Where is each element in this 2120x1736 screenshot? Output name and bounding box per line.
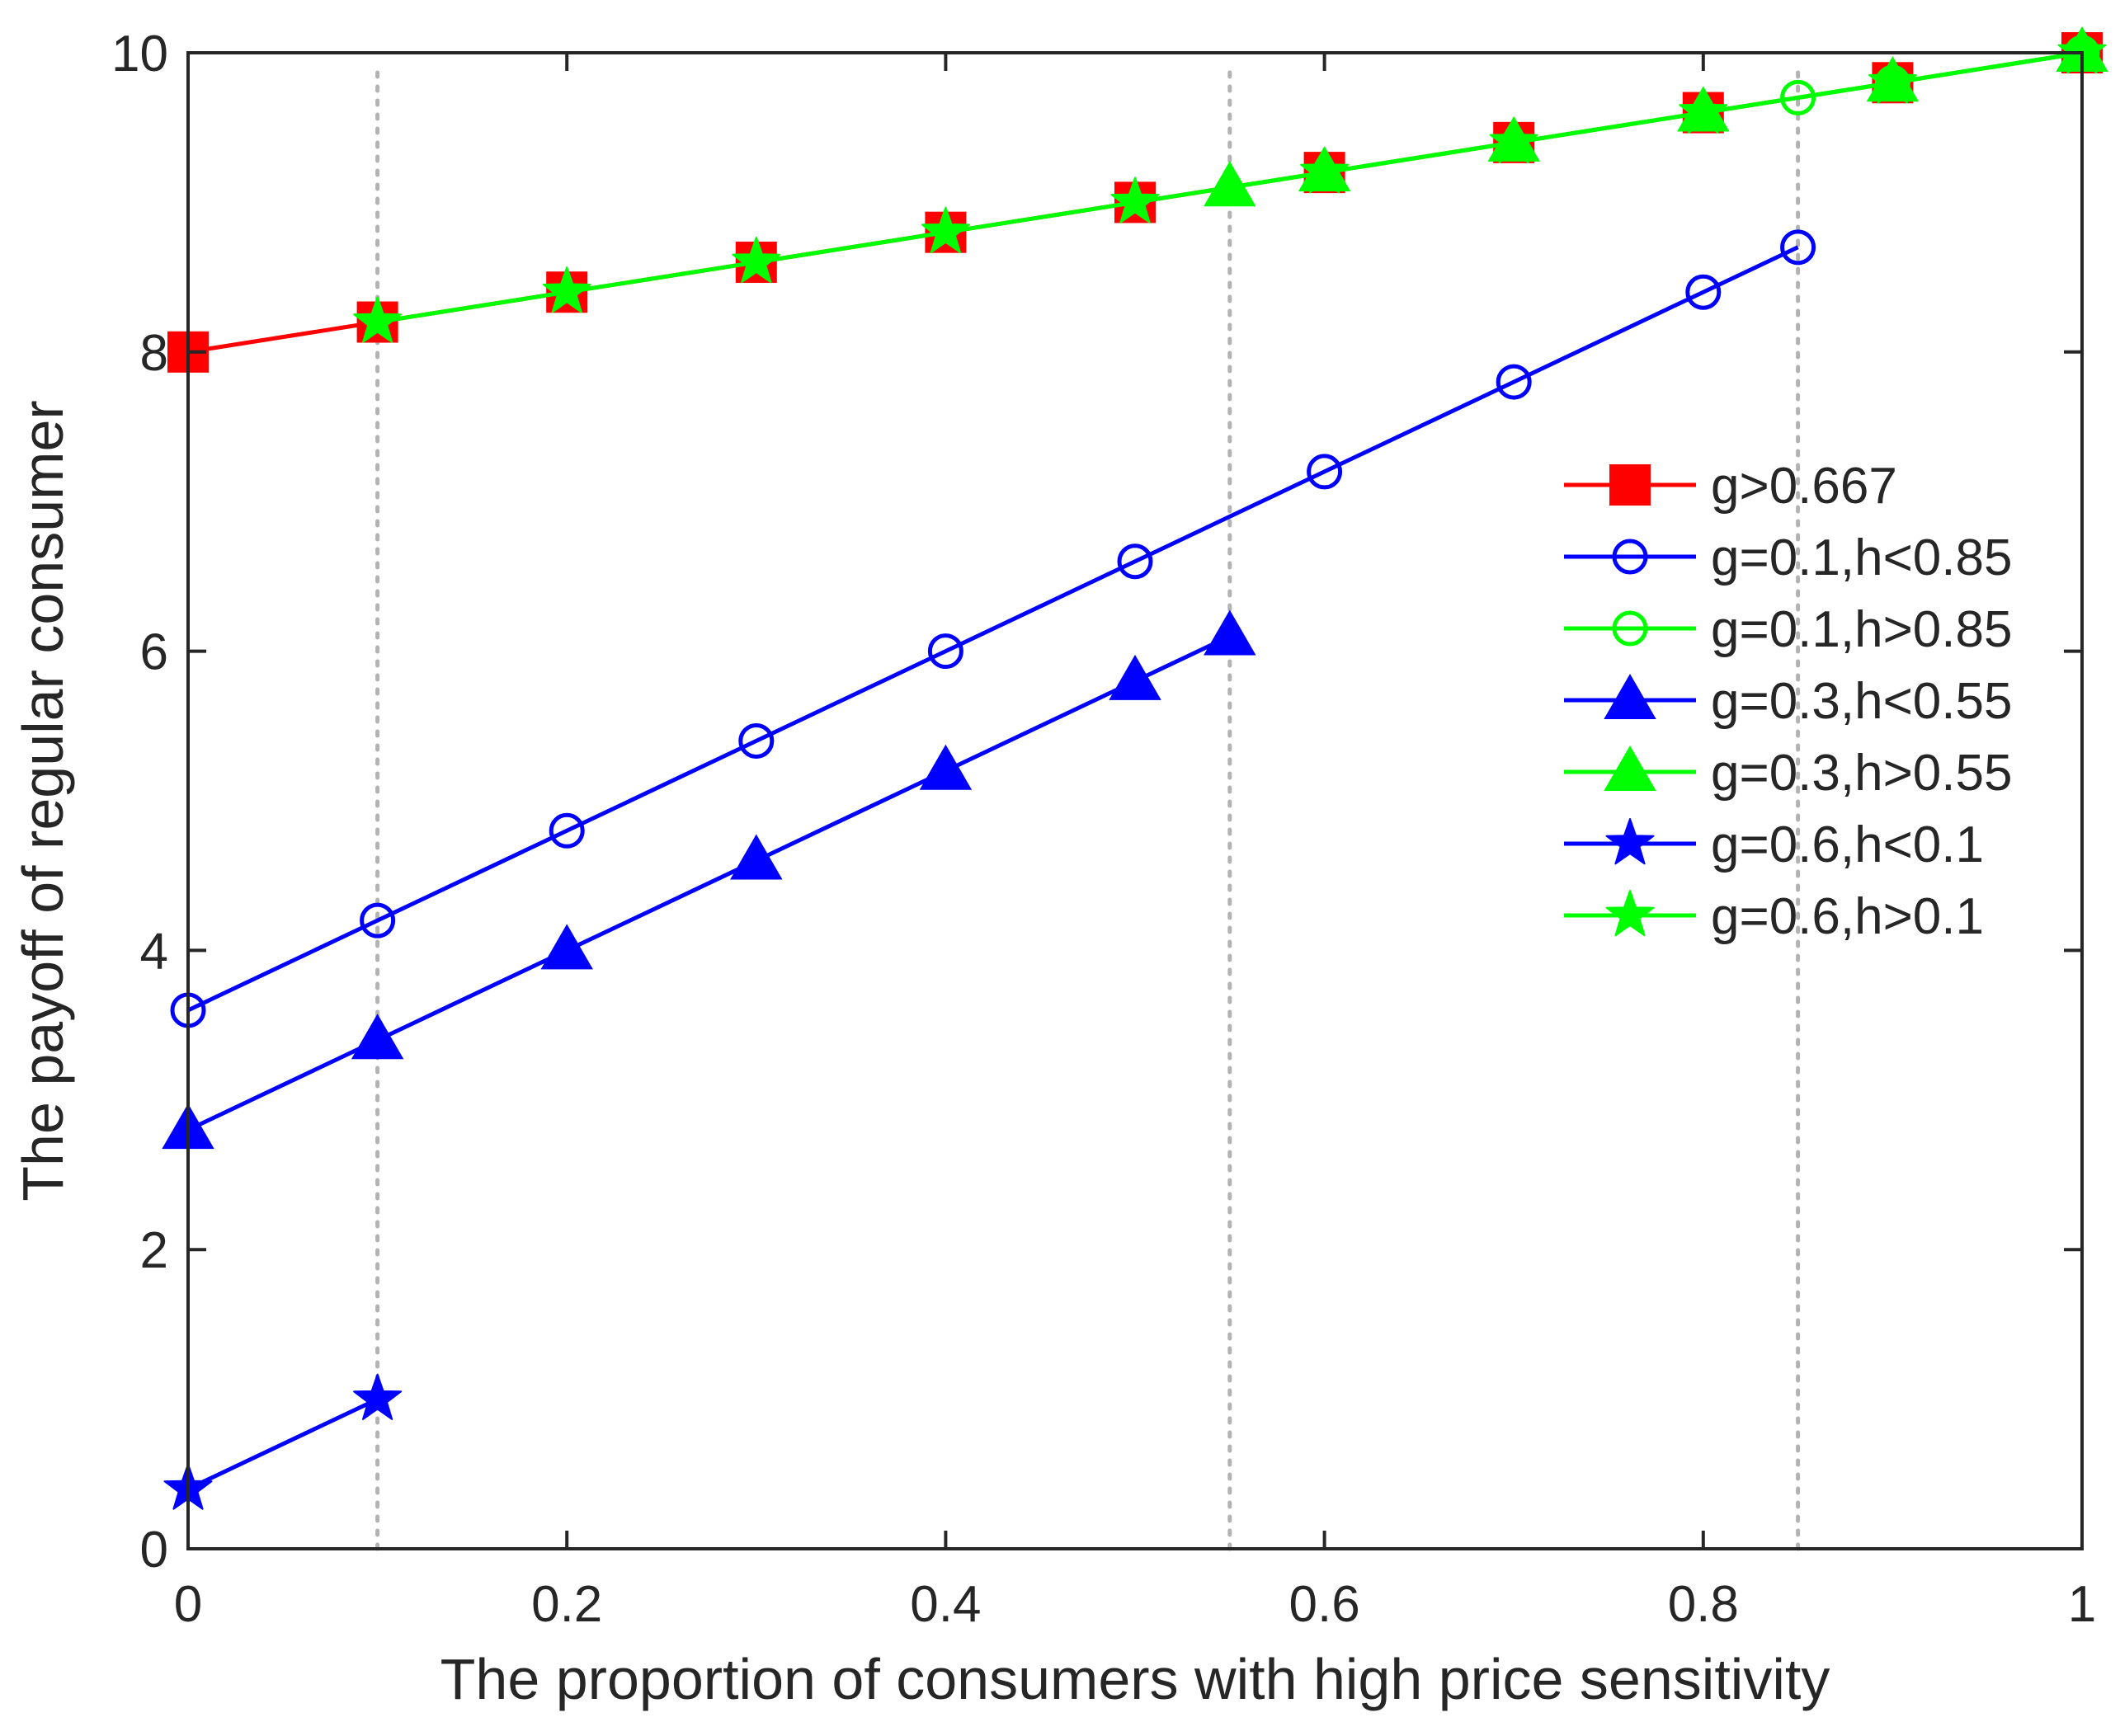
data-point-circle [1307, 454, 1343, 490]
data-point-circle [360, 902, 396, 939]
data-point-star [353, 1373, 403, 1420]
legend-label: g>0.667 [1711, 458, 1897, 515]
series-line [377, 50, 2083, 324]
data-point-star [1868, 57, 1917, 104]
legend-label: g=0.1,h<0.85 [1711, 529, 2012, 586]
legend-item: g=0.6,h<0.1 [1564, 816, 1984, 873]
legend-item: g=0.3,h<0.55 [1564, 673, 2012, 730]
y-tick-label: 0 [140, 1522, 168, 1578]
data-point-triangle [1109, 654, 1161, 700]
data-point-circle [1685, 274, 1722, 310]
legend-marker-circle [1612, 539, 1648, 575]
legend-marker-star [1605, 890, 1655, 937]
data-point-circle [927, 633, 963, 670]
legend-label: g=0.3,h<0.55 [1711, 673, 2012, 730]
data-point-circle [1780, 229, 1816, 266]
legend-item: g>0.667 [1564, 458, 1897, 515]
legend-label: g=0.6,h>0.1 [1711, 888, 1984, 945]
data-point-circle [1496, 364, 1532, 400]
legend: g>0.667 g=0.1,h<0.85 g=0.1,h>0.85 g=0.3,h<0… [1564, 458, 2012, 945]
x-tick-label: 0 [174, 1576, 202, 1633]
data-point-star [1679, 87, 1728, 134]
legend-marker-circle [1612, 610, 1648, 647]
x-axis-title: The proportion of consumers with high pr… [440, 1647, 1830, 1711]
data-point-circle [549, 812, 585, 849]
data-point-circle [1117, 543, 1153, 580]
y-tick-label: 8 [140, 325, 168, 382]
data-point-circle [1780, 79, 1816, 115]
legend-label: g=0.3,h>0.55 [1711, 745, 2012, 802]
y-tick-label: 6 [140, 624, 168, 681]
x-tick-label: 0.6 [1288, 1576, 1359, 1633]
series-line [186, 245, 1799, 1013]
data-point-star [1489, 116, 1538, 164]
data-point-star [1300, 147, 1350, 194]
data-point-star [1110, 176, 1160, 223]
x-tick-label: 0.2 [531, 1576, 602, 1633]
series-layer [162, 26, 2108, 1510]
data-point-star [353, 296, 403, 343]
legend-item: g=0.3,h>0.55 [1564, 745, 2012, 802]
legend-item: g=0.1,h<0.85 [1564, 529, 2012, 586]
legend-marker-triangle [1604, 745, 1656, 791]
data-point-star [921, 206, 970, 253]
series-6 [353, 27, 2107, 343]
legend-marker-square [1609, 464, 1651, 506]
legend-marker-star [1605, 818, 1655, 865]
x-tick-label: 1 [2068, 1576, 2096, 1633]
x-tick-label: 0.8 [1668, 1576, 1739, 1633]
series-1 [170, 229, 1816, 1028]
data-point-triangle [1204, 609, 1256, 656]
data-point-star [542, 266, 591, 313]
data-point-triangle [919, 744, 973, 790]
y-axis-title: The payoff of regular consumer [11, 400, 75, 1201]
data-point-circle [738, 722, 775, 759]
plot-area-frame [186, 51, 2084, 1550]
legend-marker-triangle [1604, 673, 1656, 719]
legend-item: g=0.1,h>0.85 [1564, 601, 2012, 658]
data-point-star [732, 237, 781, 284]
axis-ticks [186, 51, 2084, 1550]
y-tick-label: 2 [140, 1222, 168, 1279]
series-line [186, 1397, 379, 1491]
legend-label: g=0.1,h>0.85 [1711, 601, 2012, 658]
y-tick-label: 10 [111, 26, 168, 82]
data-point-triangle [351, 1014, 404, 1060]
y-tick-label: 4 [140, 923, 168, 980]
data-point-triangle [730, 834, 783, 880]
data-point-triangle [540, 924, 593, 970]
legend-label: g=0.6,h<0.1 [1711, 816, 1984, 873]
x-tick-label: 0.4 [910, 1576, 981, 1633]
legend-item: g=0.6,h>0.1 [1564, 888, 1984, 945]
